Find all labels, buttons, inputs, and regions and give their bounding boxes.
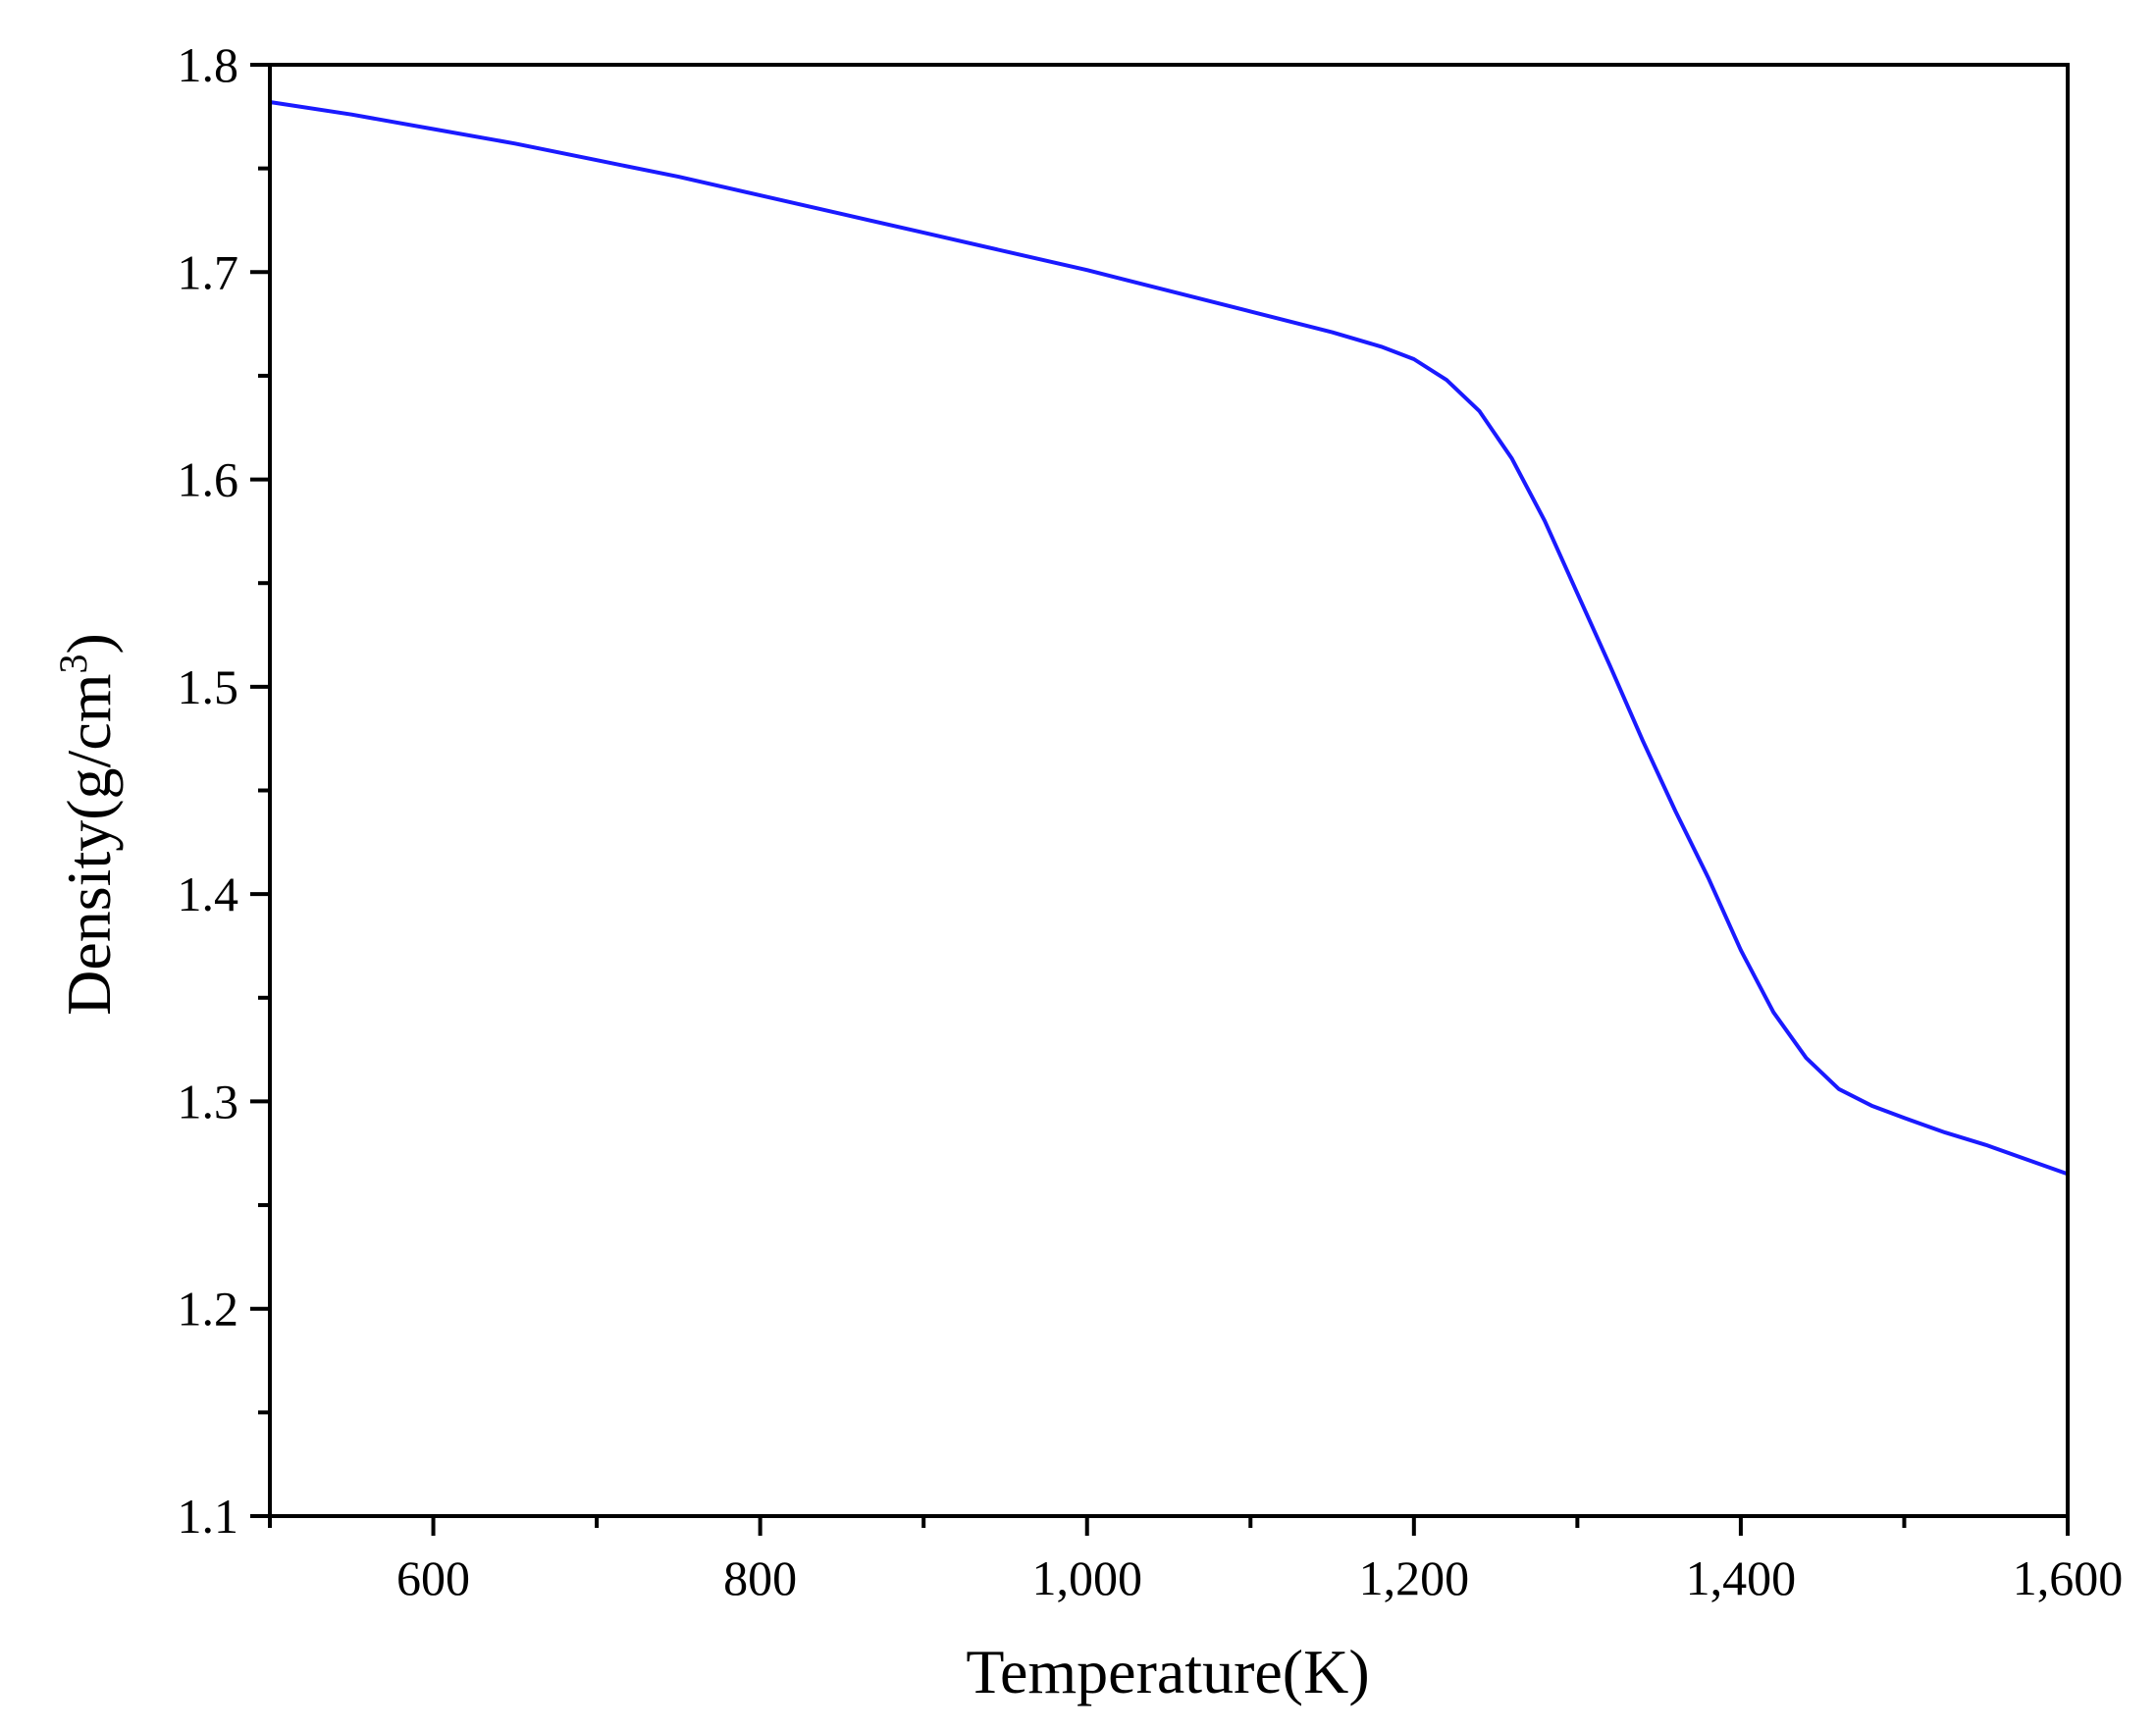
y-axis-tick-labels: 1.1 1.2 1.3 1.4 1.5 1.6 1.7 1.8 <box>178 37 239 1544</box>
y-axis-title: Density(g/cm3) <box>51 633 124 1016</box>
y-axis-title-superscript: 3 <box>51 654 95 673</box>
y-tick-label: 1.7 <box>178 244 239 299</box>
x-tick-label: 1,200 <box>1359 1550 1470 1605</box>
x-tick-label: 600 <box>396 1550 470 1605</box>
y-tick-label: 1.8 <box>178 37 239 92</box>
plot-frame <box>268 63 2070 1518</box>
y-tick-label: 1.4 <box>178 866 239 921</box>
y-tick-label: 1.1 <box>178 1489 239 1544</box>
y-tick-label: 1.6 <box>178 452 239 507</box>
y-axis-ticks <box>250 63 270 1518</box>
y-tick-label: 1.2 <box>178 1282 239 1337</box>
y-axis-title-main: Density(g/cm <box>54 673 124 1015</box>
x-tick-label: 1,400 <box>1686 1550 1797 1605</box>
x-axis-tick-labels: 600 800 1,000 1,200 1,400 1,600 <box>396 1550 2123 1605</box>
x-tick-label: 1,000 <box>1031 1550 1142 1605</box>
density-series-line <box>268 100 2069 1206</box>
y-tick-label: 1.5 <box>178 659 239 714</box>
x-tick-label: 1,600 <box>2013 1550 2124 1605</box>
x-axis-title: Temperature(K) <box>966 1637 1369 1706</box>
x-axis-ticks <box>268 1516 2070 1536</box>
y-tick-label: 1.3 <box>178 1074 239 1128</box>
y-axis-title-close: ) <box>54 633 124 654</box>
x-tick-label: 800 <box>723 1550 797 1605</box>
